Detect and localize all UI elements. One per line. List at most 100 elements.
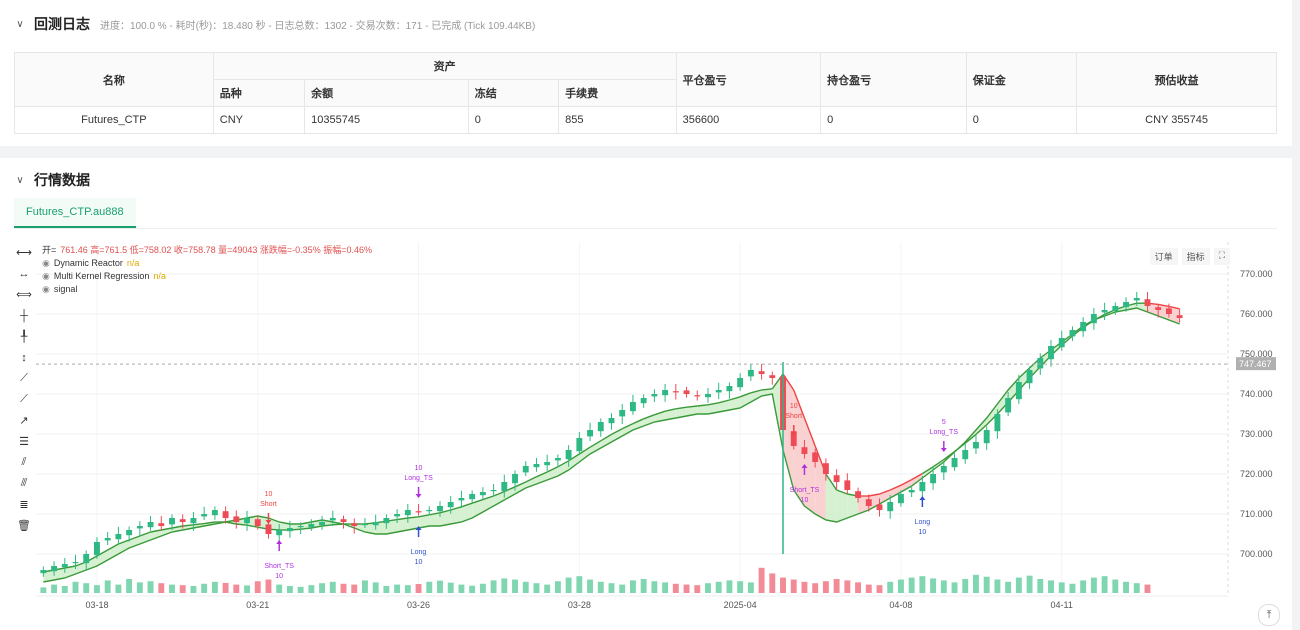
volume-bar — [469, 585, 476, 593]
ohlc-readout: 开= 761.46 高=761.5 低=758.02 收=758.78 量=490… — [42, 244, 372, 257]
trend-up-icon[interactable]: ⟋ — [20, 372, 28, 384]
volume-bar — [812, 583, 819, 593]
candle-body — [244, 518, 250, 524]
cell-name: Futures_CTP — [14, 106, 214, 134]
reactor-line-segment — [578, 446, 591, 455]
eye-icon[interactable]: ◉ — [42, 284, 50, 294]
scroll-top-icon[interactable]: ⤒ — [1258, 604, 1280, 626]
market-data-header[interactable]: ∨ 行情数据 — [14, 170, 90, 190]
signal-qty: 10 — [415, 559, 423, 566]
reactor-line-segment — [204, 521, 215, 525]
backtest-log-header[interactable]: ∨ 回测日志 进度：100.0 % - 耗时(秒)：18.480 秒 - 日志总… — [14, 14, 535, 34]
volume-bar — [554, 581, 561, 593]
band-fill — [665, 408, 676, 420]
fullscreen-icon[interactable]: ⛶ — [1213, 248, 1230, 265]
line-tool-icon[interactable]: ⟷ — [16, 247, 32, 259]
volume-bar — [447, 582, 454, 593]
backtest-log-card: ∨ 回测日志 进度：100.0 % - 耗时(秒)：18.480 秒 - 日志总… — [0, 0, 1292, 146]
band-fill — [707, 402, 719, 414]
orders-button[interactable]: 订单 — [1149, 248, 1178, 265]
band-fill — [515, 482, 526, 494]
candle-body — [372, 522, 379, 526]
regression-line — [43, 307, 1180, 583]
volume-bar — [265, 579, 272, 593]
reactor-line-segment — [246, 524, 258, 528]
fib-tool-icon[interactable]: ≣ — [19, 499, 29, 511]
chevron-down-icon[interactable]: ∨ — [16, 174, 24, 186]
pitchfork-icon[interactable]: ⫻ — [20, 477, 28, 489]
volume-bar — [1058, 582, 1065, 593]
legend-series-dynamic-reactor[interactable]: ◉ Dynamic Reactor n/a — [42, 257, 372, 270]
reactor-line-segment — [182, 524, 194, 527]
volume-bar — [662, 582, 669, 593]
drawing-toolbar: ⟷ ↔ ⟺ ┼ ╀ ↕ ⟋ ⟋ ↗ ☰ ⫽ ⫻ ≣ 🗑 — [14, 242, 36, 536]
volume-bar — [1123, 581, 1129, 593]
trend-arrow-icon[interactable]: ↗ — [19, 415, 29, 427]
header-est-profit: 预估收益 — [1076, 52, 1277, 107]
candle-body — [994, 414, 1001, 432]
extended-line-icon[interactable]: ⟺ — [16, 289, 32, 301]
volume-bar — [822, 581, 829, 593]
volume-bar — [769, 573, 776, 593]
x-tick-label: 03-26 — [407, 600, 430, 610]
eye-icon[interactable]: ◉ — [42, 258, 50, 268]
volume-bar — [651, 581, 658, 593]
band-fill — [718, 400, 730, 412]
ray-tool-icon[interactable]: ↔ — [18, 267, 30, 280]
reactor-line-segment — [236, 523, 248, 526]
cell-position-pnl: 0 — [820, 106, 967, 134]
band-fill — [675, 407, 687, 418]
trend-angle-icon[interactable]: ⟋ — [20, 393, 28, 405]
volume-bar — [940, 580, 947, 593]
band-fill — [729, 396, 741, 410]
candle-body — [629, 402, 636, 412]
signal-arrow-head — [415, 526, 422, 530]
volume-bar — [340, 583, 347, 593]
price-range-icon[interactable]: ☰ — [19, 436, 29, 448]
vertical-ray-icon[interactable]: ╀ — [20, 331, 28, 343]
legend-series-signal[interactable]: ◉ signal — [42, 283, 372, 296]
candlestick-chart[interactable]: 770.000 760.000 750.000 740.000 730.000 720.0… — [0, 158, 1292, 630]
eye-icon[interactable]: ◉ — [42, 271, 50, 281]
signal-label: Long_TS — [404, 475, 433, 482]
parallel-channel-icon[interactable]: ⫽ — [21, 456, 27, 468]
candle-body — [715, 390, 722, 393]
candle-body — [897, 494, 904, 504]
volume-bar — [747, 582, 754, 593]
candle-body — [844, 480, 851, 490]
vertical-segment-icon[interactable]: ┼ — [20, 309, 28, 322]
cell-est-profit: CNY 355745 — [1076, 106, 1277, 134]
crosshair-price-label: 747.467 — [1239, 359, 1272, 369]
tab-futures-ctp-au888[interactable]: Futures_CTP.au888 — [14, 198, 136, 228]
signal-qty: 10 — [918, 529, 926, 536]
signal-qty: 5 — [942, 419, 946, 426]
volume-bar — [780, 577, 786, 593]
volume-bar — [758, 567, 765, 593]
band-fill — [740, 392, 751, 408]
indicators-button[interactable]: 指标 — [1181, 248, 1210, 265]
volume-bar — [726, 580, 733, 593]
delete-icon[interactable]: 🗑 — [17, 520, 31, 532]
reactor-line-segment — [900, 478, 912, 486]
legend-series-multi-kernel[interactable]: ◉ Multi Kernel Regression n/a — [42, 270, 372, 283]
reactor-line-segment — [621, 422, 634, 430]
chevron-down-icon[interactable]: ∨ — [16, 18, 24, 30]
volume-bar — [833, 579, 840, 593]
candle-body — [544, 462, 551, 466]
x-tick-label: 03-21 — [246, 600, 269, 610]
candle-body — [683, 390, 690, 394]
candle-body — [415, 511, 422, 513]
header-fee: 手续费 — [558, 79, 677, 107]
volume-bar — [147, 581, 154, 593]
reactor-line-segment — [589, 440, 602, 448]
reactor-line-segment — [568, 453, 580, 462]
candle-body — [1155, 307, 1162, 310]
reactor-line-segment — [107, 543, 119, 551]
vertical-line-icon[interactable]: ↕ — [21, 351, 27, 364]
reactor-line-segment — [836, 489, 848, 495]
progress-summary: 进度：100.0 % - 耗时(秒)：18.480 秒 - 日志总数：1302 … — [100, 20, 536, 32]
ohlc-prefix: 开= — [42, 245, 57, 255]
candle-body — [254, 519, 261, 526]
candle-body — [865, 499, 872, 506]
reactor-line-segment — [707, 402, 719, 406]
